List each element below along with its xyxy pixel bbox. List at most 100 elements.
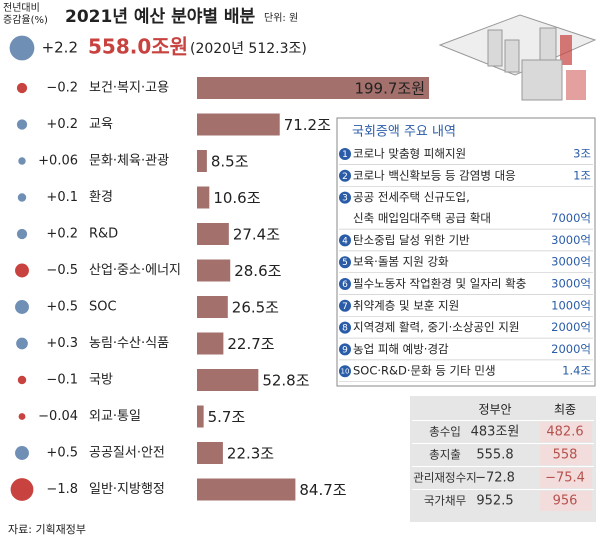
item-text: 지역경제 활력, 중기·소상공인 지원 bbox=[353, 320, 519, 334]
category-label: 환경 bbox=[89, 190, 113, 205]
item-number: 2 bbox=[342, 172, 348, 182]
category-label: R&D bbox=[89, 227, 118, 242]
item-amount: 3조 bbox=[573, 147, 591, 161]
category-label: 보건·복지·고용 bbox=[89, 81, 169, 96]
item-number-badge bbox=[339, 191, 351, 204]
illustration bbox=[438, 14, 597, 101]
item-number-badge bbox=[339, 148, 351, 160]
unit: 단위: 원 bbox=[264, 11, 298, 24]
category-label: 국방 bbox=[89, 373, 113, 388]
final-cell bbox=[540, 468, 592, 488]
bar bbox=[197, 442, 223, 464]
table-cell: −75.4 bbox=[545, 471, 585, 486]
change-label: +0.2 bbox=[46, 117, 78, 132]
table-header: 정부안 bbox=[478, 403, 511, 417]
item-text: 농업 피해 예방·경감 bbox=[353, 342, 449, 356]
final-cell bbox=[540, 422, 592, 442]
category-label: 일반·지방행정 bbox=[89, 481, 165, 497]
change-dot bbox=[16, 228, 28, 240]
table-row-label: 국가채무 bbox=[424, 494, 466, 508]
bar bbox=[197, 77, 429, 99]
item-number: 6 bbox=[342, 280, 348, 290]
bar bbox=[197, 259, 231, 282]
value-label: 27.4조 bbox=[233, 226, 280, 244]
change-label: −0.5 bbox=[46, 263, 78, 278]
item-amount: 2000억 bbox=[551, 342, 591, 356]
item-number: 8 bbox=[342, 324, 348, 334]
value-label: 84.7조 bbox=[299, 481, 346, 499]
table-header: 최종 bbox=[554, 403, 576, 417]
table-row-label: 관리재정수지 bbox=[413, 471, 476, 485]
category-label: 문화·체육·관광 bbox=[89, 154, 169, 169]
bar bbox=[197, 369, 259, 391]
change-dot bbox=[15, 300, 29, 314]
item-number: 10 bbox=[341, 368, 350, 376]
item-text: 신축 매입임대주택 공급 확대 bbox=[353, 211, 491, 225]
item-number: 7 bbox=[342, 302, 348, 312]
category-label: 교육 bbox=[89, 117, 113, 132]
item-text: 코로나 백신확보등 등 감염병 대응 bbox=[353, 168, 516, 182]
category-label: 외교·통일 bbox=[89, 409, 141, 424]
table-cell: 482.6 bbox=[546, 425, 583, 440]
item-text: 취약계층 및 보훈 지원 bbox=[353, 298, 459, 312]
change-label: +0.2 bbox=[46, 227, 78, 242]
item-number-badge bbox=[339, 321, 351, 334]
axis-label: 증감율(%) bbox=[3, 14, 48, 26]
table-cell: 952.5 bbox=[476, 494, 513, 509]
total-previous: (2020년 512.3조) bbox=[190, 41, 307, 57]
change-dot bbox=[10, 478, 34, 501]
change-dot bbox=[16, 82, 28, 94]
item-amount: 2000억 bbox=[551, 320, 591, 334]
item-number: 1 bbox=[342, 150, 348, 160]
item-number: 5 bbox=[342, 258, 348, 268]
source: 자료: 기획재정부 bbox=[8, 523, 86, 536]
table-cell: 956 bbox=[553, 494, 578, 509]
change-dot bbox=[18, 157, 26, 165]
total-value: 558.0조원 bbox=[88, 35, 188, 59]
item-text: 탄소중립 달성 위한 기반 bbox=[353, 233, 470, 247]
change-dot bbox=[15, 263, 29, 278]
category-label: 산업·중소·에너지 bbox=[89, 263, 181, 278]
category-label: 농림·수산·식품 bbox=[89, 336, 169, 351]
change-label: +0.5 bbox=[46, 300, 78, 315]
bar bbox=[197, 296, 228, 318]
value-label: 52.8조 bbox=[262, 372, 309, 390]
item-text: SOC·R&D·문화 등 기타 민생 bbox=[353, 364, 496, 378]
value-label: 22.7조 bbox=[227, 335, 274, 353]
item-text: 필수노동자 작업환경 및 일자리 확충 bbox=[353, 277, 526, 291]
change-dot bbox=[16, 119, 28, 130]
item-amount: 1조 bbox=[573, 168, 591, 182]
change-label: −1.8 bbox=[46, 482, 78, 497]
value-label: 5.7조 bbox=[208, 408, 246, 426]
item-number: 3 bbox=[342, 194, 348, 204]
change-label: −0.1 bbox=[46, 373, 78, 388]
change-label: +0.06 bbox=[38, 154, 78, 169]
bar bbox=[197, 113, 280, 136]
item-number: 4 bbox=[342, 236, 348, 246]
item-number-badge bbox=[339, 169, 351, 182]
item-number-badge bbox=[339, 234, 351, 247]
table-cell: 555.8 bbox=[476, 448, 513, 463]
final-cell bbox=[540, 491, 592, 511]
total-change: +2.2 bbox=[42, 39, 78, 57]
item-text: 코로나 맞춤형 피해지원 bbox=[353, 147, 466, 161]
item-number-badge bbox=[339, 365, 351, 378]
value-label: 8.5조 bbox=[211, 153, 249, 171]
change-label: −0.04 bbox=[38, 409, 78, 424]
bar bbox=[197, 478, 296, 501]
item-amount: 1000억 bbox=[551, 298, 591, 312]
item-number-badge bbox=[339, 299, 351, 312]
axis-label: 전년대비 bbox=[3, 2, 40, 14]
value-label: 71.2조 bbox=[284, 116, 331, 134]
item-number: 9 bbox=[342, 345, 348, 355]
item-text: 보육·돌봄 지원 강화 bbox=[353, 255, 449, 269]
item-text: 공공 전세주택 신규도입, bbox=[353, 190, 470, 204]
bar bbox=[197, 405, 204, 428]
item-amount: 7000억 bbox=[551, 211, 591, 225]
bar bbox=[197, 150, 207, 172]
item-amount: 3000억 bbox=[551, 277, 591, 291]
value-label: 26.5조 bbox=[232, 299, 279, 317]
table-row-label: 총수입 bbox=[429, 425, 461, 439]
table-cell: 558 bbox=[553, 448, 578, 463]
item-number-badge bbox=[339, 256, 351, 269]
